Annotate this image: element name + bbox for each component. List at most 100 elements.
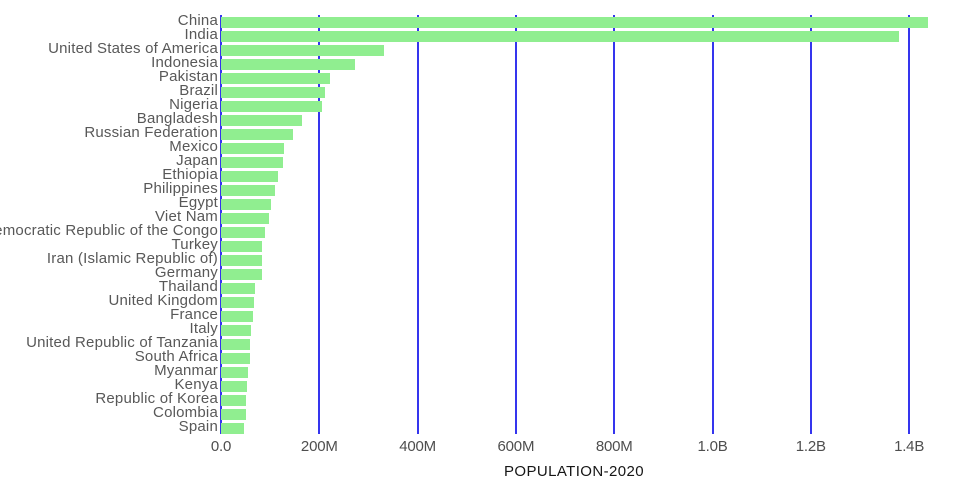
bar-row: [221, 225, 960, 239]
x-tick-label: 1.4B: [894, 438, 925, 455]
bar-egypt: [221, 198, 272, 210]
y-axis-label: France: [170, 306, 218, 323]
bar-row: [221, 407, 960, 421]
bar-democratic-republic-of-the-congo: [221, 226, 266, 238]
bar-row: [221, 379, 960, 393]
y-axis-label: India: [184, 26, 218, 43]
bar-turkey: [221, 240, 263, 252]
gridline-800M: [613, 15, 616, 434]
bar-pakistan: [221, 72, 330, 84]
y-axis-label: United Kingdom: [108, 292, 218, 309]
y-axis-label: Democratic Republic of the Congo: [0, 222, 218, 239]
bar-row: [221, 239, 960, 253]
y-axis-label: South Africa: [134, 348, 218, 365]
bar-row: [221, 421, 960, 435]
y-axis-label: Spain: [178, 418, 218, 435]
bar-south-africa: [221, 352, 251, 364]
y-axis-label: United Republic of Tanzania: [26, 334, 218, 351]
bar-row: [221, 393, 960, 407]
x-tick-label: 400M: [399, 438, 436, 455]
bar-russian-federation: [221, 128, 293, 140]
bar-row: [221, 351, 960, 365]
y-axis-label: Italy: [189, 320, 218, 337]
bar-italy: [221, 324, 251, 336]
y-axis-label: Egypt: [178, 194, 218, 211]
y-axis-label: Pakistan: [158, 68, 218, 85]
y-axis-label: Kenya: [174, 376, 218, 393]
bar-france: [221, 310, 254, 322]
bar-kenya: [221, 380, 248, 392]
bar-india: [221, 30, 900, 42]
bar-row: [221, 183, 960, 197]
bar-indonesia: [221, 58, 356, 70]
gridline-0.0: [220, 15, 222, 434]
y-axis-label: Germany: [154, 264, 218, 281]
y-axis-label: Viet Nam: [154, 208, 218, 225]
bar-china: [221, 16, 929, 28]
bar-spain: [221, 422, 244, 434]
bar-row: [221, 253, 960, 267]
y-axis-label: Iran (Islamic Republic of): [46, 250, 218, 267]
bar-row: [221, 85, 960, 99]
bar-bangladesh: [221, 114, 302, 126]
x-tick-label: 800M: [595, 438, 633, 455]
y-axis-label: Brazil: [179, 82, 218, 99]
bar-japan: [221, 156, 284, 168]
bar-row: [221, 169, 960, 183]
bar-row: [221, 15, 960, 29]
bar-row: [221, 211, 960, 225]
bar-united-kingdom: [221, 296, 255, 308]
x-tick-label: 1.2B: [795, 438, 826, 455]
gridline-200M: [318, 15, 321, 434]
bar-row: [221, 267, 960, 281]
bar-row: [221, 29, 960, 43]
gridline-1.4B: [908, 15, 911, 434]
bar-row: [221, 71, 960, 85]
y-axis-label: Republic of Korea: [95, 390, 218, 407]
x-axis-title: POPULATION-2020: [504, 463, 644, 480]
bar-row: [221, 141, 960, 155]
bar-row: [221, 127, 960, 141]
y-axis-label: Indonesia: [151, 54, 218, 71]
y-axis-label: Turkey: [171, 236, 218, 253]
y-axis-label: Russian Federation: [84, 124, 218, 141]
bar-iran-islamic-republic-of-: [221, 254, 263, 266]
x-tick-label: 200M: [300, 438, 338, 455]
y-axis-label: Bangladesh: [136, 110, 218, 127]
bar-mexico: [221, 142, 285, 154]
bar-brazil: [221, 86, 326, 98]
bar-nigeria: [221, 100, 323, 112]
y-axis-label: Myanmar: [154, 362, 218, 379]
y-axis-label: Japan: [176, 152, 218, 169]
bar-row: [221, 57, 960, 71]
bar-myanmar: [221, 366, 248, 378]
bar-ethiopia: [221, 170, 278, 182]
y-axis-label: China: [177, 12, 218, 29]
gridline-1.0B: [711, 15, 714, 434]
gridline-400M: [416, 15, 419, 434]
bar-united-states-of-america: [221, 44, 384, 56]
bar-colombia: [221, 408, 247, 420]
y-axis-label: Mexico: [169, 138, 218, 155]
bar-united-republic-of-tanzania: [221, 338, 251, 350]
plot-area: [220, 15, 960, 435]
bar-row: [221, 323, 960, 337]
y-axis-label: Nigeria: [169, 96, 218, 113]
bar-row: [221, 337, 960, 351]
bar-republic-of-korea: [221, 394, 247, 406]
bar-row: [221, 99, 960, 113]
y-axis-label: Colombia: [153, 404, 218, 421]
x-tick-label: 1.0B: [697, 438, 728, 455]
bar-row: [221, 309, 960, 323]
gridline-600M: [514, 15, 517, 434]
bar-row: [221, 197, 960, 211]
bar-germany: [221, 268, 263, 280]
bar-row: [221, 295, 960, 309]
bar-viet-nam: [221, 212, 269, 224]
bar-row: [221, 113, 960, 127]
bar-row: [221, 365, 960, 379]
gridline-1.2B: [809, 15, 812, 434]
y-axis-label: Ethiopia: [162, 166, 218, 183]
bar-philippines: [221, 184, 275, 196]
